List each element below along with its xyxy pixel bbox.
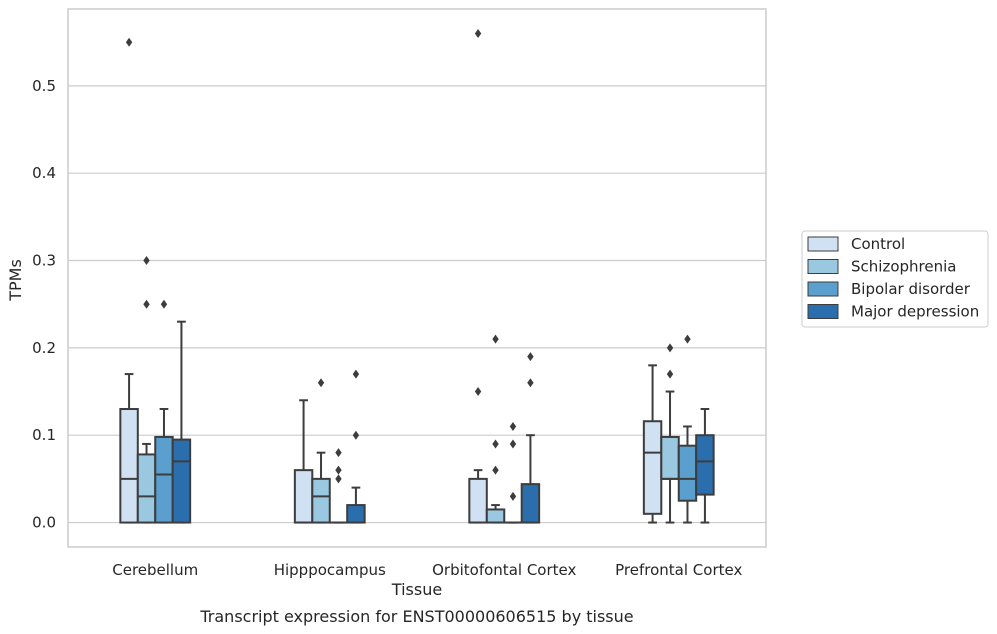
- legend-label: Major depression: [851, 303, 979, 321]
- legend-frame: [801, 230, 989, 328]
- box-body: [695, 434, 715, 496]
- box-1-1: [311, 378, 331, 524]
- x-tick-label: Prefrontal Cortex: [615, 561, 742, 579]
- outlier-point: [352, 430, 360, 440]
- box-0-2: [154, 299, 174, 524]
- box-1-2: [328, 448, 349, 524]
- box-body: [660, 435, 680, 480]
- box-body: [468, 477, 488, 524]
- outlier-point: [492, 334, 499, 344]
- outlier-point: [335, 448, 342, 458]
- box-body: [485, 508, 506, 524]
- legend-label: Control: [851, 235, 905, 253]
- y-tick-label: 0.4: [32, 164, 56, 182]
- box-body: [171, 438, 192, 524]
- x-tick-labels: Cerebellum Hipppocampus Orbitofontal Corte…: [112, 561, 742, 579]
- box-3-3: [695, 408, 715, 524]
- legend-swatch: [807, 259, 839, 274]
- box-groups: [119, 28, 715, 524]
- outlier-point: [509, 491, 517, 501]
- outlier-point: [143, 256, 150, 266]
- outlier-point: [125, 37, 133, 47]
- y-tick-label: 0.1: [32, 426, 56, 444]
- outlier-point: [684, 334, 691, 344]
- legend-label: Bipolar disorder: [851, 280, 971, 298]
- plot-frame: [67, 8, 767, 548]
- outlier-point: [666, 343, 674, 353]
- x-axis-title: Tissue: [391, 580, 442, 599]
- legend-swatch: [807, 304, 839, 319]
- box-2-0: [468, 28, 488, 524]
- box-body: [520, 483, 541, 524]
- box-3-0: [642, 364, 663, 524]
- outlier-point: [143, 299, 150, 309]
- outlier-point: [474, 387, 482, 397]
- outlier-point: [160, 299, 168, 309]
- chart-caption: Transcript expression for ENST0000060651…: [199, 607, 633, 626]
- legend-label: Schizophrenia: [851, 258, 956, 276]
- box-3-2: [677, 334, 698, 524]
- y-tick-label: 0.5: [32, 77, 56, 95]
- y-axis-title: TPMs: [6, 259, 25, 302]
- box-2-1: [485, 334, 506, 524]
- outlier-point: [474, 28, 482, 38]
- box-body: [154, 435, 174, 524]
- box-body: [642, 420, 663, 515]
- outlier-point: [317, 378, 325, 388]
- legend-swatch: [807, 281, 839, 297]
- box-0-1: [136, 256, 157, 524]
- box-2-3: [520, 352, 541, 524]
- x-tick-label: Hipppocampus: [274, 561, 386, 579]
- outlier-point: [509, 439, 517, 449]
- box-body: [677, 444, 698, 502]
- outlier-point: [352, 369, 360, 379]
- legend: Control Schizophrenia Bipolar disorder Majo…: [801, 230, 989, 328]
- box-body: [293, 469, 314, 524]
- legend-swatch: [807, 236, 839, 252]
- box-3-1: [660, 343, 680, 524]
- y-tick-label: 0.3: [32, 252, 56, 270]
- box-body: [136, 453, 157, 524]
- outlier-point: [335, 465, 342, 475]
- outlier-point: [509, 421, 517, 431]
- outlier-point: [527, 352, 534, 362]
- outlier-point: [527, 378, 534, 388]
- box-1-3: [346, 369, 366, 524]
- box-2-2: [503, 421, 523, 524]
- x-tick-label: Orbitofontal Cortex: [432, 561, 576, 579]
- outlier-point: [492, 465, 499, 475]
- box-0-3: [171, 320, 192, 524]
- outlier-point: [492, 439, 499, 449]
- box-1-0: [293, 399, 314, 524]
- y-tick-label: 0.0: [32, 514, 56, 532]
- outlier-point: [335, 474, 342, 484]
- box-body: [311, 477, 331, 524]
- box-body: [346, 504, 366, 524]
- box-body: [119, 408, 139, 524]
- outlier-point: [666, 369, 674, 379]
- box-0-0: [119, 37, 139, 524]
- x-tick-label: Cerebellum: [112, 561, 198, 579]
- y-tick-label: 0.2: [32, 339, 56, 357]
- y-tick-labels: 0.0 0.1 0.2 0.3 0.4 0.5: [32, 77, 56, 532]
